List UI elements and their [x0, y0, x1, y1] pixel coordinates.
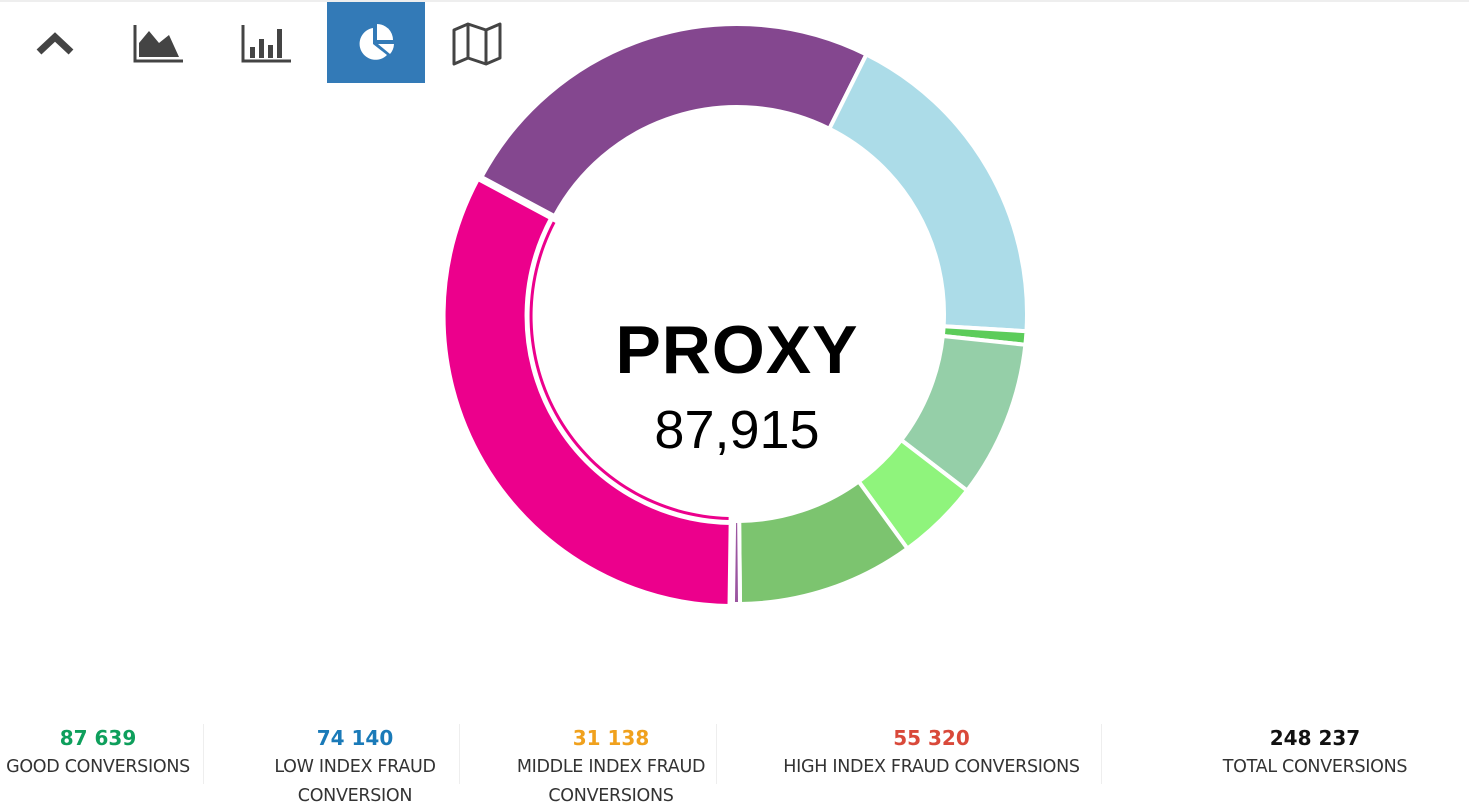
stat-value: 31 138: [572, 726, 650, 750]
stat-item: 55 320 HIGH INDEX FRAUD CONVERSIONS: [760, 722, 1103, 782]
stat-label: LOW INDEX FRAUD: [274, 757, 436, 777]
selected-segment-title: PROXY: [615, 312, 859, 388]
donut-segment-segment-light-blue[interactable]: [826, 51, 1029, 334]
stat-label: MIDDLE INDEX FRAUD: [516, 757, 706, 777]
stat-item: 248 237 TOTAL CONVERSIONS: [1160, 722, 1469, 782]
stat-item: 31 138 MIDDLE INDEX FRAUD CONVERSIONS: [500, 722, 722, 811]
donut-chart: [441, 22, 1029, 609]
stat-divider: [716, 724, 717, 784]
stat-divider: [1101, 724, 1102, 784]
collapse-button[interactable]: [6, 2, 104, 83]
chevron-up-icon: [36, 31, 74, 55]
donut-segment-segment-thin-purple[interactable]: [730, 518, 743, 606]
stat-value: 248 237: [1269, 726, 1361, 750]
map-button[interactable]: [428, 2, 526, 83]
stat-label: HIGH INDEX FRAUD CONVERSIONS: [783, 757, 1080, 777]
donut-segment-segment-purple[interactable]: [478, 22, 870, 219]
top-border: [0, 0, 1469, 2]
stat-divider: [203, 724, 204, 784]
stat-value: 55 320: [893, 726, 970, 750]
stat-item: 74 140 LOW INDEX FRAUD CONVERSION: [250, 722, 460, 811]
stat-label: CONVERSIONS: [548, 786, 674, 806]
stat-divider: [459, 724, 460, 784]
stat-item: 87 639 GOOD CONVERSIONS: [0, 722, 196, 782]
stat-label: TOTAL CONVERSIONS: [1222, 757, 1408, 777]
stat-label: GOOD CONVERSIONS: [6, 757, 190, 777]
area-chart-icon: [133, 24, 183, 62]
pie-chart-icon: [359, 23, 394, 60]
area-chart-button[interactable]: [110, 2, 208, 83]
donut-segment-proxy[interactable]: [441, 176, 733, 609]
pie-chart-button[interactable]: [327, 2, 425, 83]
selected-segment-inner-arc: [529, 221, 729, 520]
map-icon: [452, 22, 502, 65]
bar-chart-button[interactable]: [218, 2, 316, 83]
stat-value: 74 140: [316, 726, 394, 750]
selected-segment-value: 87,915: [654, 400, 820, 460]
stat-value: 87 639: [59, 726, 137, 750]
bar-chart-icon: [241, 24, 291, 62]
stat-label: CONVERSION: [297, 786, 413, 806]
